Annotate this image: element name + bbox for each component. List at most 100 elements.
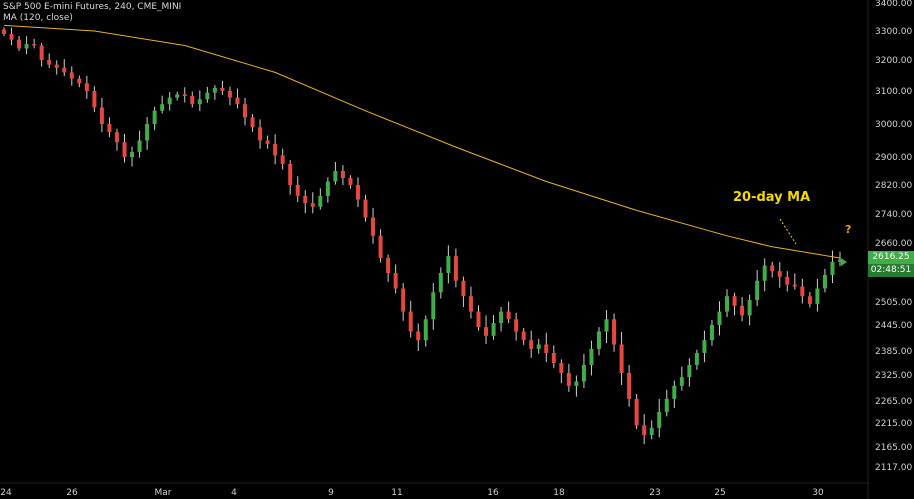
- candle-down: [220, 87, 225, 91]
- candle-down: [69, 72, 74, 79]
- candle-up: [160, 104, 165, 111]
- candle-up: [333, 171, 338, 182]
- candle-down: [310, 203, 315, 207]
- price-tick-label: 2265.00: [875, 397, 912, 407]
- candle-down: [777, 271, 782, 277]
- candle-up: [687, 365, 692, 378]
- candle-down: [363, 199, 368, 218]
- candle-down: [348, 178, 353, 185]
- price-axis[interactable]: 3400.00 3300.00 3200.00 3100.00 3000.00 2900.…: [875, 0, 912, 473]
- price-tick-label: 3000.00: [875, 120, 912, 130]
- candle-down: [619, 344, 624, 373]
- time-tick-label: 11: [391, 488, 402, 498]
- candle-up: [762, 265, 767, 281]
- candle-down: [355, 185, 360, 200]
- candle-down: [386, 258, 391, 273]
- candle-up: [596, 331, 601, 349]
- candle-up: [694, 353, 699, 365]
- candle-up: [649, 427, 654, 435]
- candle-down: [514, 319, 519, 332]
- current-price-marker: [841, 258, 847, 266]
- candle-down: [114, 132, 119, 143]
- price-tick-label: 2445.00: [875, 321, 912, 331]
- candle-down: [9, 33, 14, 40]
- candle-down: [642, 425, 647, 435]
- candle-up: [318, 195, 323, 207]
- candle-up: [491, 323, 496, 336]
- candle-up: [664, 398, 669, 412]
- candle-down: [62, 67, 67, 73]
- candle-up: [24, 44, 29, 49]
- candle-up: [431, 292, 436, 320]
- price-tick-label: 2215.00: [875, 419, 912, 429]
- candle-down: [243, 104, 248, 118]
- candle-up: [838, 259, 842, 262]
- candle-down: [740, 305, 745, 316]
- time-tick-label: 4: [231, 488, 237, 498]
- candle-down: [401, 288, 406, 312]
- price-tick-label: 3200.00: [875, 56, 912, 66]
- candle-up: [822, 274, 827, 289]
- moving-average-line: [3, 24, 841, 259]
- time-tick-label: 18: [553, 488, 565, 498]
- candle-up: [536, 344, 541, 349]
- candle-up: [130, 152, 135, 157]
- indicator-label[interactable]: MA (120, close): [3, 13, 73, 23]
- price-tick-label: 2505.00: [875, 298, 912, 308]
- symbol-title[interactable]: S&P 500 E-mini Futures, 240, CME_MINI: [3, 2, 182, 12]
- time-tick-label: 24: [0, 488, 12, 498]
- ma-annotation: 20-day MA: [733, 190, 811, 205]
- candle-up: [672, 385, 677, 399]
- candle-down: [559, 363, 564, 373]
- candle-down: [529, 340, 534, 349]
- candle-down: [273, 143, 278, 156]
- candle-down: [122, 142, 127, 157]
- price-tick-label: 3400.00: [875, 0, 912, 9]
- price-tick-label: 2165.00: [875, 443, 912, 453]
- candle-down: [461, 280, 466, 297]
- candle-up: [167, 97, 172, 105]
- candle-down: [732, 296, 737, 306]
- time-tick-label: 23: [649, 488, 660, 498]
- chart-legend: S&P 500 E-mini Futures, 240, CME_MINI MA…: [3, 2, 181, 24]
- candle-down: [566, 373, 571, 386]
- candle-down: [32, 44, 37, 46]
- candle-down: [190, 95, 195, 105]
- time-axis[interactable]: 24 26 Mar 4 9 11 16 18 23 25 30: [0, 488, 824, 498]
- candle-up: [197, 99, 202, 105]
- price-tick-label: 2660.00: [875, 239, 912, 249]
- candle-down: [476, 311, 481, 328]
- candle-up: [152, 110, 157, 124]
- candle-up: [325, 181, 330, 196]
- time-tick-label: 16: [487, 488, 499, 498]
- candle-up: [717, 311, 722, 325]
- candle-down: [288, 164, 293, 185]
- candle-up: [499, 311, 504, 324]
- candle-up: [747, 300, 752, 316]
- candle-down: [544, 344, 549, 353]
- candle-up: [725, 296, 730, 312]
- candle-up: [438, 273, 443, 293]
- candle-down: [77, 78, 82, 84]
- candle-down: [47, 60, 52, 65]
- candle-up: [604, 319, 609, 332]
- bar-countdown-badge: 02:48:51: [868, 264, 914, 277]
- candle-down: [408, 311, 413, 332]
- candle-down: [303, 195, 308, 204]
- candle-down: [785, 276, 790, 285]
- candle-down: [258, 127, 263, 141]
- time-tick-label: 9: [328, 488, 334, 498]
- candle-up: [589, 348, 594, 365]
- candle-down: [393, 273, 398, 289]
- candle-down: [39, 45, 44, 60]
- candle-up: [205, 92, 210, 100]
- candle-down: [84, 83, 89, 91]
- candle-down: [634, 398, 639, 426]
- candle-down: [2, 29, 6, 34]
- candle-down: [800, 286, 805, 297]
- candle-down: [792, 284, 797, 287]
- candle-up: [709, 325, 714, 341]
- price-tick-label: 3300.00: [875, 27, 912, 37]
- candle-down: [235, 97, 240, 105]
